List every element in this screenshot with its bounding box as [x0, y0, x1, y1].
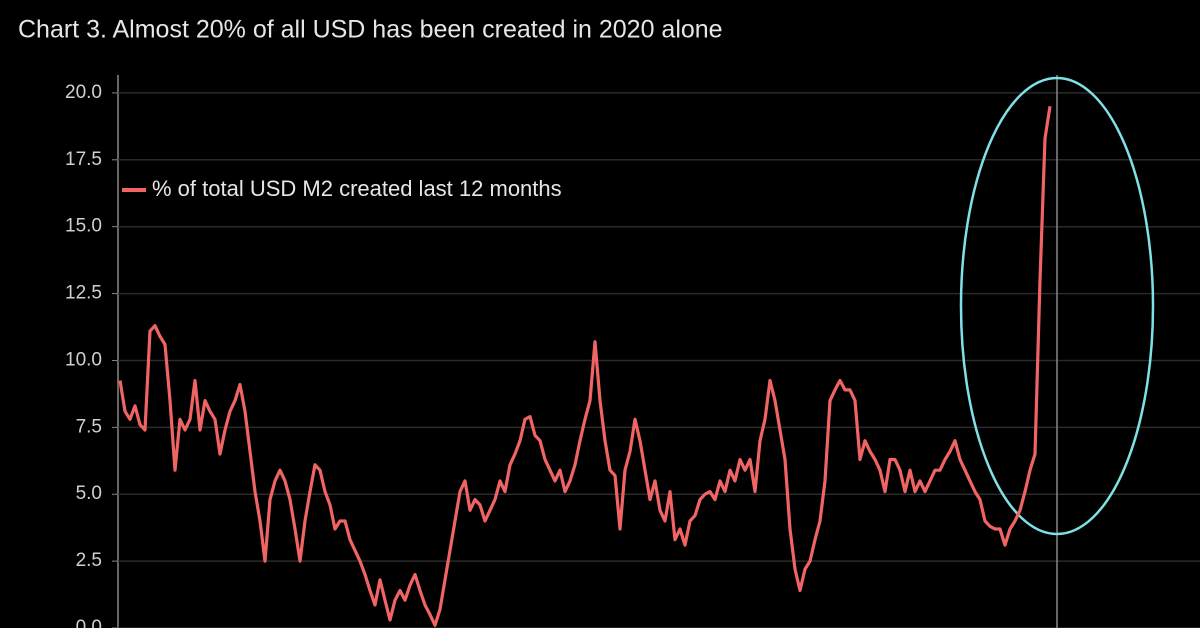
- y-tick-label: 10.0: [65, 349, 102, 370]
- y-tick-label: 15.0: [65, 216, 102, 237]
- y-tick-label: 7.5: [76, 416, 102, 437]
- highlight-ellipse: [959, 76, 1155, 536]
- legend-label: % of total USD M2 created last 12 months: [152, 176, 562, 201]
- y-tick-label: 12.5: [65, 283, 102, 304]
- chart-title: Chart 3. Almost 20% of all USD has been …: [18, 16, 723, 44]
- data-line: [118, 106, 1052, 627]
- y-tick-label: 2.5: [76, 550, 102, 571]
- y-tick-label: 5.0: [76, 483, 102, 504]
- y-tick-label: 20.0: [65, 82, 102, 103]
- y-tick-label: 0.0: [76, 617, 102, 628]
- y-tick-label: 17.5: [65, 149, 102, 170]
